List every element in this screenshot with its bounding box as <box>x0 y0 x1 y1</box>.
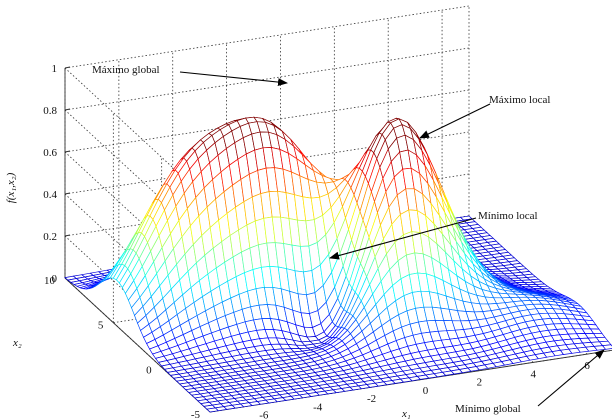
z-tick-label: 0.4 <box>43 189 57 201</box>
z-axis-label: f(x₁,x₂) <box>5 172 17 203</box>
mesh-cell <box>601 344 612 350</box>
x1-tick-label: 2 <box>477 377 483 389</box>
z-tick-label: 1 <box>52 63 58 75</box>
x1-tick-label: -4 <box>313 401 323 413</box>
x1-tick-label: -2 <box>367 393 376 405</box>
z-tick-label: 0.8 <box>43 105 57 117</box>
x1-tick-label: 4 <box>530 368 536 380</box>
z-tick-label: 0.2 <box>43 231 57 243</box>
z-tick-label: 0.6 <box>43 147 57 159</box>
gridline-z-back-wall <box>64 47 470 111</box>
x2-tick-label: 0 <box>146 364 152 376</box>
x2-axis-label: x₂ <box>12 337 22 349</box>
x1-axis-label: x₁ <box>401 408 411 420</box>
axis-labels: f(x₁,x₂) x₂ x₁ <box>5 172 411 420</box>
z-tick-mark <box>64 234 71 237</box>
z-tick-mark <box>64 108 71 111</box>
gridline-z-back-wall <box>64 5 470 69</box>
local-min-arrow <box>329 217 477 260</box>
global-max-label: Máximo global <box>92 64 160 76</box>
tick-labels: 0 0.2 0.4 0.6 0.8 1 10 5 0 -5 -8 -6 -4 -2 0 2 4 6 <box>43 63 590 420</box>
x2-tick-label: 10 <box>44 275 56 287</box>
local-max-arrow <box>419 103 491 139</box>
x1-tick-label: 6 <box>584 360 590 372</box>
x1-tick-label: 0 <box>423 385 429 397</box>
surface-mesh <box>64 116 612 413</box>
x2-tick-label: 5 <box>98 320 104 332</box>
z-tick-mark <box>64 150 71 153</box>
z-tick-mark <box>64 192 71 195</box>
global-min-label: Mínimo global <box>455 403 521 415</box>
local-max-label: Máximo local <box>489 94 550 106</box>
x1-tick-label: -6 <box>259 410 269 420</box>
x2-tick-label: -5 <box>191 409 201 420</box>
global-max-arrow <box>179 71 288 87</box>
x1-tick-label: -8 <box>205 418 215 420</box>
z-tick-label: 0 <box>52 273 58 285</box>
annotations: Máximo global Máximo local Mínimo local … <box>92 64 605 415</box>
z-tick-mark <box>64 66 71 69</box>
global-min-arrow <box>537 349 605 407</box>
local-min-label: Mínimo local <box>478 210 538 222</box>
